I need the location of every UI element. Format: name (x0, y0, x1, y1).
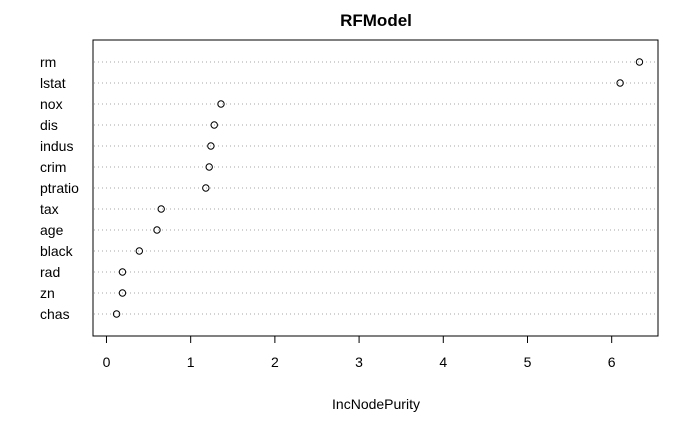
category-label-age: age (40, 222, 64, 238)
point-crim (205, 163, 213, 171)
grid-lines (94, 61, 657, 315)
category-label-zn: zn (40, 285, 55, 301)
category-label-rad: rad (40, 264, 60, 280)
point-chas (112, 310, 121, 318)
point-zn (118, 289, 127, 297)
point-black (135, 247, 144, 255)
category-label-indus: indus (40, 138, 73, 154)
x-axis-title: IncNodePurity (332, 396, 420, 412)
point-indus (207, 142, 215, 150)
category-label-tax: tax (40, 201, 59, 217)
point-ptratio (202, 184, 210, 192)
x-axis: 0 1 2 3 4 5 6 (103, 335, 616, 370)
point-lstat (616, 79, 624, 87)
point-age (153, 226, 161, 234)
category-label-crim: crim (40, 159, 66, 175)
x-tick-label-0: 0 (103, 354, 111, 370)
chart-title: RFModel (340, 11, 412, 30)
x-tick-label-4: 4 (439, 354, 447, 370)
category-label-dis: dis (40, 117, 58, 133)
x-tick-label-3: 3 (355, 354, 363, 370)
plot-frame (92, 39, 659, 337)
point-rm (635, 58, 644, 66)
x-tick-label-6: 6 (608, 354, 616, 370)
category-label-lstat: lstat (40, 75, 66, 91)
data-points (112, 58, 644, 318)
x-tick-label-5: 5 (524, 354, 532, 370)
point-nox (217, 100, 225, 108)
category-label-chas: chas (40, 306, 70, 322)
point-dis (210, 121, 218, 129)
point-rad (118, 268, 127, 276)
category-label-rm: rm (40, 54, 56, 70)
category-label-ptratio: ptratio (40, 180, 79, 196)
category-labels: rm lstat nox dis indus crim ptratio tax age black… (40, 54, 79, 322)
point-tax (157, 205, 165, 213)
x-tick-label-1: 1 (187, 354, 195, 370)
category-label-black: black (40, 243, 74, 259)
x-tick-label-2: 2 (271, 354, 279, 370)
category-label-nox: nox (40, 96, 63, 112)
